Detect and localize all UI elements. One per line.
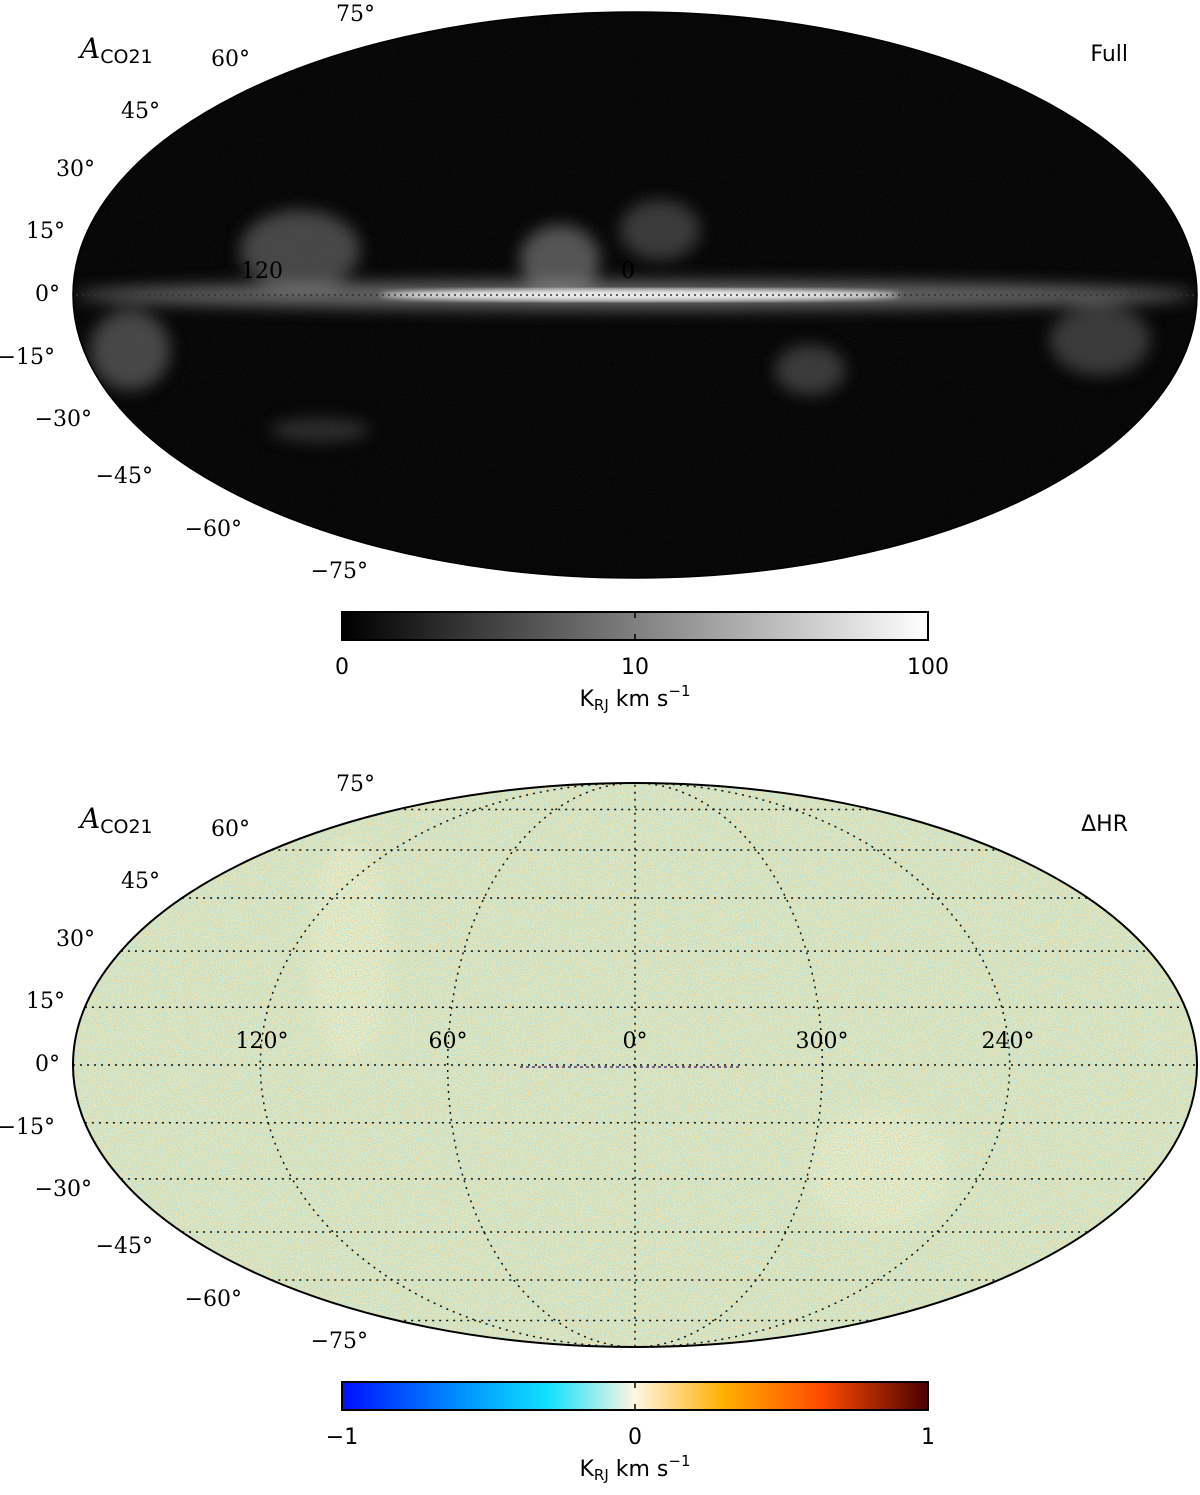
latitude-label: −45°: [96, 1234, 153, 1259]
map-border: [72, 11, 1198, 579]
longitude-label: 0°: [623, 1029, 648, 1054]
map-delta-hr: [73, 783, 1197, 1347]
latitude-label: −75°: [311, 1329, 368, 1354]
latitude-label: 30°: [56, 927, 95, 952]
unit-symbol: K: [579, 1457, 594, 1482]
colorbar-tick-label: 10: [621, 655, 649, 680]
panel-title: ΔHR: [1081, 812, 1128, 837]
unit-superscript: −1: [668, 1452, 690, 1470]
latitude-label: −60°: [185, 517, 242, 542]
latitude-label: 75°: [336, 2, 375, 27]
colorbar-tick-label: 1: [921, 1425, 935, 1450]
colorbar-unit: KRJ km s−1: [579, 1452, 690, 1484]
longitude-label: 0: [621, 259, 635, 284]
map-border: [72, 782, 1198, 1348]
colorbar-unit: KRJ km s−1: [579, 682, 690, 714]
longitude-label: 60°: [429, 1029, 468, 1054]
unit-subscript: RJ: [594, 1466, 609, 1484]
label-symbol: A: [77, 802, 100, 835]
latitude-label: 0°: [35, 1052, 60, 1077]
latitude-label: −15°: [0, 345, 55, 370]
latitude-label: 15°: [26, 219, 65, 244]
latitude-label: −45°: [96, 464, 153, 489]
latitude-label: −75°: [311, 559, 368, 584]
latitude-label: 60°: [211, 47, 250, 72]
unit-symbol: K: [579, 687, 594, 712]
latitude-label: 75°: [336, 772, 375, 797]
longitude-label: 120: [241, 259, 283, 284]
latitude-label: 15°: [26, 989, 65, 1014]
latitude-label: 30°: [56, 157, 95, 182]
unit-text: km s: [609, 1457, 669, 1482]
label-symbol: A: [77, 32, 100, 65]
panel-label: ACO21: [77, 32, 153, 68]
grid-meridian: [259, 783, 619, 1347]
longitude-label: 120°: [236, 1029, 289, 1054]
map-full: [73, 12, 1197, 578]
latitude-label: 45°: [121, 869, 160, 894]
unit-subscript: RJ: [594, 696, 609, 714]
longitude-label: 240°: [982, 1029, 1035, 1054]
label-subscript: CO21: [100, 46, 152, 68]
colorbar-tick-label: −1: [326, 1425, 358, 1450]
latitude-label: −60°: [185, 1287, 242, 1312]
panel-title: Full: [1090, 42, 1128, 67]
latitude-label: 60°: [211, 817, 250, 842]
unit-superscript: −1: [668, 682, 690, 700]
colorbar-tick-label: 0: [628, 1425, 642, 1450]
label-subscript: CO21: [100, 816, 152, 838]
panel-label: ACO21: [77, 802, 153, 838]
latitude-label: 0°: [35, 282, 60, 307]
latitude-label: −30°: [35, 407, 92, 432]
colorbar-tick-label: 0: [335, 655, 349, 680]
grid-meridian: [651, 783, 1011, 1347]
unit-text: km s: [609, 687, 669, 712]
latitude-label: −15°: [0, 1115, 55, 1140]
longitude-label: 300°: [796, 1029, 849, 1054]
latitude-label: 45°: [121, 99, 160, 124]
latitude-label: −30°: [35, 1177, 92, 1202]
colorbar-tick-label: 100: [907, 655, 949, 680]
